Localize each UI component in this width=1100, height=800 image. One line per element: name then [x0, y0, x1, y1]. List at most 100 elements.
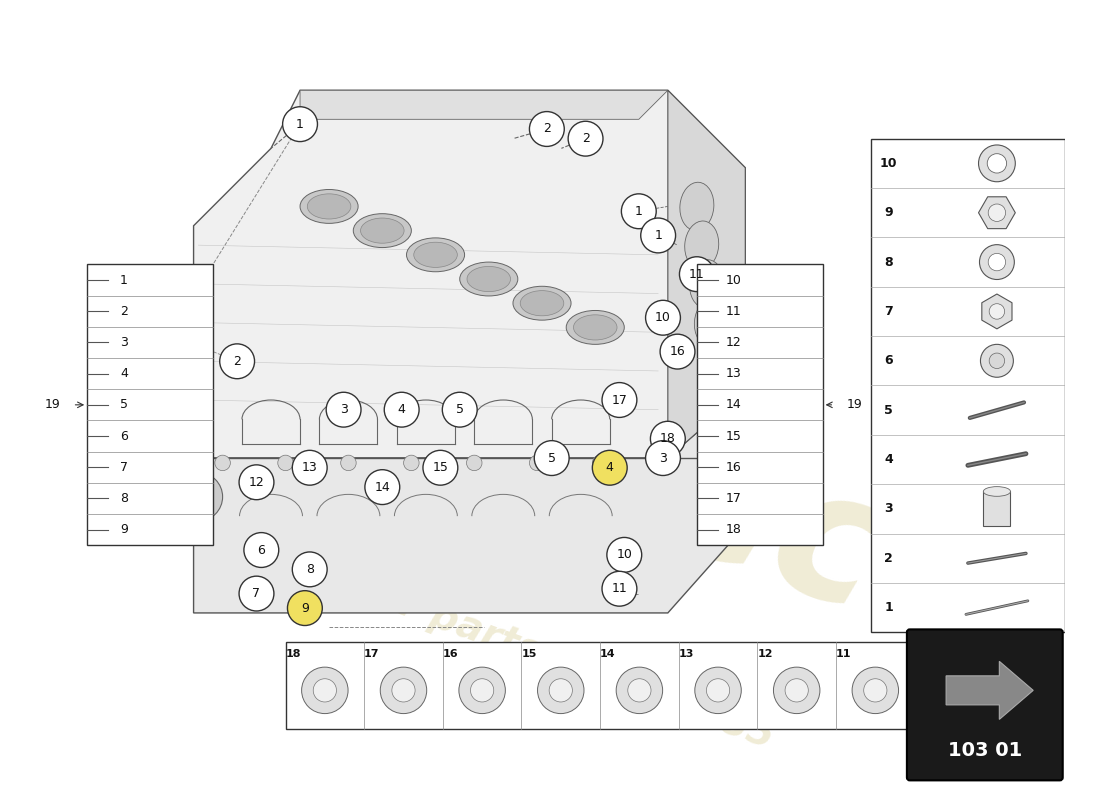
Circle shape — [549, 678, 572, 702]
Circle shape — [785, 678, 808, 702]
FancyBboxPatch shape — [906, 630, 1063, 780]
Circle shape — [660, 334, 695, 369]
Polygon shape — [946, 662, 1033, 719]
Text: 8: 8 — [306, 563, 313, 576]
Text: 14: 14 — [600, 649, 616, 658]
Circle shape — [650, 422, 685, 456]
Text: 18: 18 — [726, 523, 741, 536]
Circle shape — [864, 678, 887, 702]
Circle shape — [239, 576, 274, 611]
Circle shape — [989, 304, 1004, 319]
Circle shape — [979, 245, 1014, 279]
Text: 8: 8 — [120, 492, 128, 505]
Circle shape — [529, 455, 544, 470]
Text: 7: 7 — [120, 461, 128, 474]
Circle shape — [852, 667, 899, 714]
Text: 10: 10 — [726, 274, 741, 286]
Circle shape — [607, 538, 641, 572]
Text: 11: 11 — [726, 305, 741, 318]
Circle shape — [621, 194, 657, 229]
Text: eurotec: eurotec — [117, 219, 909, 651]
Polygon shape — [300, 90, 668, 119]
Text: 1: 1 — [296, 118, 304, 130]
Text: 19: 19 — [847, 398, 862, 411]
Ellipse shape — [684, 221, 718, 270]
Text: 13: 13 — [679, 649, 694, 658]
Text: 1: 1 — [120, 274, 128, 286]
Text: 1: 1 — [884, 601, 893, 614]
Circle shape — [471, 678, 494, 702]
Text: 2: 2 — [582, 132, 590, 145]
Text: 9: 9 — [301, 602, 309, 614]
Circle shape — [979, 145, 1015, 182]
Circle shape — [602, 571, 637, 606]
Bar — [697, 265, 823, 545]
Text: 18: 18 — [660, 432, 675, 446]
Text: 103 01: 103 01 — [948, 741, 1022, 760]
Circle shape — [646, 300, 681, 335]
Ellipse shape — [460, 262, 518, 296]
Circle shape — [535, 441, 569, 475]
Text: 6: 6 — [257, 543, 265, 557]
Bar — [87, 265, 213, 545]
Circle shape — [287, 590, 322, 626]
Circle shape — [184, 482, 213, 511]
Ellipse shape — [573, 315, 617, 340]
Circle shape — [602, 382, 637, 418]
Text: 12: 12 — [726, 336, 741, 349]
Ellipse shape — [700, 337, 734, 386]
Circle shape — [989, 353, 1004, 369]
Circle shape — [327, 392, 361, 427]
Text: 4: 4 — [606, 462, 614, 474]
Text: 3: 3 — [340, 403, 348, 416]
Text: 2: 2 — [884, 552, 893, 565]
Polygon shape — [194, 390, 746, 613]
Ellipse shape — [300, 190, 359, 223]
Text: 3: 3 — [120, 336, 128, 349]
Text: 18: 18 — [286, 649, 301, 658]
Text: 4: 4 — [884, 453, 893, 466]
Text: 14: 14 — [726, 398, 741, 411]
Text: 4: 4 — [120, 367, 128, 380]
Circle shape — [988, 254, 1005, 270]
Circle shape — [293, 552, 327, 587]
Circle shape — [640, 218, 675, 253]
Ellipse shape — [407, 238, 464, 272]
Text: 5: 5 — [120, 398, 128, 411]
Ellipse shape — [983, 486, 1011, 496]
Ellipse shape — [680, 182, 714, 230]
Circle shape — [244, 533, 278, 567]
Text: a passion for parts since 1985: a passion for parts since 1985 — [145, 494, 780, 757]
Circle shape — [706, 678, 729, 702]
Text: 6: 6 — [884, 354, 893, 367]
Ellipse shape — [566, 310, 625, 344]
Ellipse shape — [414, 242, 458, 267]
Circle shape — [404, 455, 419, 470]
Text: 1: 1 — [635, 205, 642, 218]
Text: 5: 5 — [548, 451, 556, 465]
Ellipse shape — [353, 214, 411, 247]
Circle shape — [628, 678, 651, 702]
Circle shape — [680, 257, 714, 291]
Circle shape — [278, 455, 294, 470]
Text: 19: 19 — [44, 398, 60, 411]
Ellipse shape — [361, 218, 404, 243]
Text: 15: 15 — [726, 430, 741, 442]
Ellipse shape — [694, 298, 728, 346]
Circle shape — [341, 455, 356, 470]
Circle shape — [442, 392, 477, 427]
Ellipse shape — [307, 194, 351, 219]
Text: 17: 17 — [364, 649, 380, 658]
Polygon shape — [194, 90, 746, 458]
Text: 3: 3 — [659, 451, 667, 465]
Circle shape — [424, 450, 458, 485]
Polygon shape — [979, 197, 1015, 229]
Text: 6: 6 — [120, 430, 128, 442]
Circle shape — [568, 122, 603, 156]
Circle shape — [301, 667, 348, 714]
Circle shape — [283, 106, 318, 142]
Text: 17: 17 — [726, 492, 741, 505]
Ellipse shape — [690, 260, 724, 308]
Circle shape — [214, 455, 230, 470]
Circle shape — [384, 392, 419, 427]
